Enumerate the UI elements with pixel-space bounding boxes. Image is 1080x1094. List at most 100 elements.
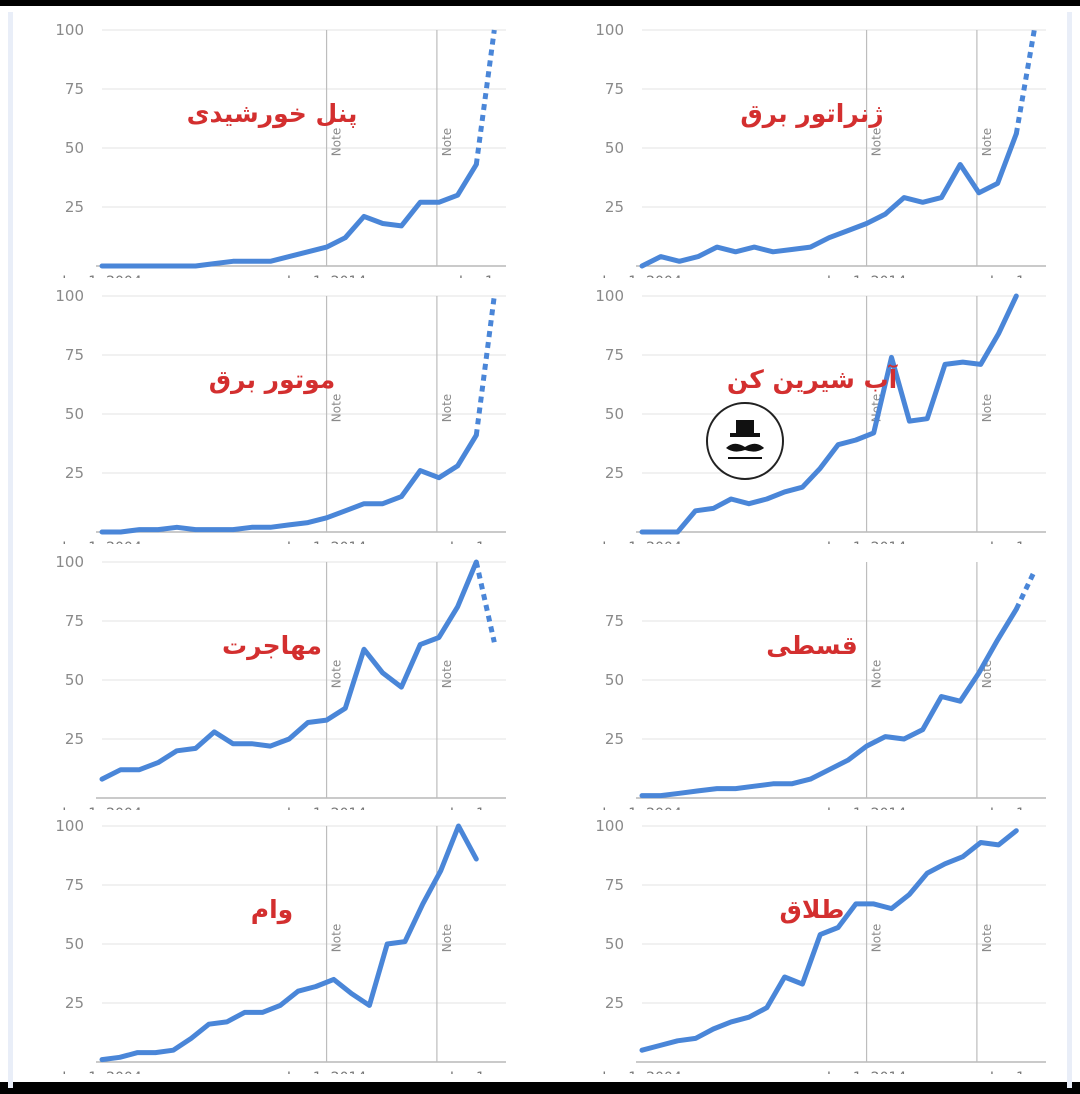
x-tick-label: Jan 1,... <box>989 274 1043 278</box>
forecast-line <box>473 295 497 436</box>
y-tick-label: 100 <box>595 287 624 305</box>
note-label: Note <box>330 394 344 422</box>
x-tick-label: Jan 1, 2014 <box>286 1070 367 1074</box>
hat-mustache-logo-icon <box>706 402 784 480</box>
x-tick-label: Jan 1, 2014 <box>826 1070 907 1074</box>
note-label: Note <box>330 660 344 688</box>
y-tick-label: 25 <box>605 994 624 1012</box>
x-tick-label: Jan 1, 2014 <box>286 274 367 278</box>
x-tick-label: Jan 1,... <box>449 806 503 810</box>
y-tick-label: 75 <box>605 80 624 98</box>
chart-panel-6: 255075NoteNoteJan 1, 2004Jan 1, 2014Jan … <box>540 546 1080 810</box>
y-tick-label: 75 <box>605 346 624 364</box>
x-tick-label: Jan 1, 2014 <box>286 806 367 810</box>
y-tick-label: 50 <box>605 139 624 157</box>
chart-svg: 25 50 75 100 Note Note Jan 1, 2004 Jan 1, 2014 J… <box>55 21 506 278</box>
chart-title: موتور برق <box>209 365 336 395</box>
note-label: Note <box>980 924 994 952</box>
y-tick-label: 25 <box>605 198 624 216</box>
y-tick-label: 75 <box>65 876 84 894</box>
chart-svg: 255075100NoteNoteJan 1, 2004Jan 1, 2014J… <box>55 287 506 544</box>
left-edge-strip <box>8 12 13 1088</box>
x-tick-label: Jan 1, 2004 <box>61 1070 142 1074</box>
x-tick-label: Jan 1, 2014 <box>826 274 907 278</box>
note-label: Note <box>440 660 454 688</box>
y-tick-label: 25 <box>65 730 84 748</box>
chart-title: آب شیرین کن <box>727 364 899 395</box>
note-label: Note <box>330 128 344 156</box>
y-tick-label: 25 <box>65 994 84 1012</box>
x-tick-label: Jan 1, 2004 <box>61 274 142 278</box>
right-edge-strip <box>1067 12 1072 1088</box>
series-line <box>99 559 479 782</box>
y-tick-label: 75 <box>65 346 84 364</box>
x-tick-label: Jan 1, 2014 <box>826 540 907 544</box>
chart-panel-4: 255075100NoteNoteJan 1, 2004Jan 1, 2014J… <box>540 280 1080 544</box>
chart-svg: 255075100NoteNoteJan 1, 2004Jan 1, 2014J… <box>595 817 1046 1074</box>
chart-svg: 25 50 75 100 Note Note Jan 1, 2004 Jan 1, 2014 J… <box>55 553 506 810</box>
chart-svg: 255075100NoteNoteJan 1, 2004Jan 1, 2014J… <box>595 287 1046 544</box>
y-tick-label: 50 <box>65 935 84 953</box>
chart-panel-8: 25 50 75 100 Note Note Jan 1, 2004 Jan 1, 2014 J… <box>540 810 1080 1074</box>
note-label: Note <box>440 394 454 422</box>
series-line <box>639 606 1019 799</box>
chart-panel-2: 25 50 75 100 Note Note Jan 1, 2004 Jan 1, 2014 J… <box>540 14 1080 278</box>
x-tick-label: Jan 1, 2004 <box>601 274 682 278</box>
series-line <box>99 823 479 1063</box>
chart-title: مهاجرت <box>222 631 322 661</box>
chart-panel-1: 25 50 75 100 Note Note Jan 1, 2004 Jan 1, 2014 J… <box>0 14 540 278</box>
y-tick-label: 100 <box>595 817 624 835</box>
y-tick-label: 75 <box>65 80 84 98</box>
chart-title: قسطی <box>766 631 857 660</box>
y-tick-label: 75 <box>605 612 624 630</box>
chart-svg: 255075NoteNoteJan 1, 2004Jan 1, 2014Jan … <box>601 562 1046 810</box>
y-tick-label: 75 <box>65 612 84 630</box>
y-tick-label: 25 <box>605 730 624 748</box>
chart-grid: 25 50 75 100 Note Note Jan 1, 2004 Jan 1, 2014 J… <box>0 6 1080 1088</box>
y-tick-label: 50 <box>605 671 624 689</box>
x-tick-label: Jan 1 <box>458 274 494 278</box>
note-label: Note <box>440 128 454 156</box>
y-tick-label: 50 <box>605 935 624 953</box>
y-tick-label: 50 <box>65 405 84 423</box>
series-line <box>99 162 479 269</box>
chart-svg: 25 50 75 100 Note Note Jan 1, 2004 Jan 1, 2014 J… <box>55 817 506 1074</box>
chart-title: پنل خورشیدی <box>187 99 358 129</box>
y-tick-label: 75 <box>605 876 624 894</box>
chart-title: ژنراتور برق <box>740 99 883 129</box>
x-tick-label: Jan 1,... <box>989 806 1043 810</box>
y-tick-label: 50 <box>605 405 624 423</box>
note-label: Note <box>870 660 884 688</box>
chart-panel-5: 25 50 75 100 Note Note Jan 1, 2004 Jan 1, 2014 J… <box>0 546 540 810</box>
note-label: Note <box>870 128 884 156</box>
note-label: Note <box>870 924 884 952</box>
x-tick-label: Jan 1,... <box>449 1070 503 1074</box>
y-tick-label: 50 <box>65 139 84 157</box>
x-tick-label: Jan 1, 2004 <box>61 540 142 544</box>
chart-panel-7: 25 50 75 100 Note Note Jan 1, 2004 Jan 1, 2014 J… <box>0 810 540 1074</box>
y-tick-label: 100 <box>55 21 84 39</box>
forecast-line <box>473 561 497 643</box>
forecast-line <box>1013 29 1037 135</box>
series-line <box>639 293 1019 535</box>
y-tick-label: 100 <box>55 287 84 305</box>
note-label: Note <box>980 128 994 156</box>
chart-title: وام <box>251 895 293 925</box>
series-line <box>99 432 479 535</box>
x-tick-label: Jan 1, 2004 <box>61 806 142 810</box>
y-tick-label: 100 <box>55 817 84 835</box>
x-tick-label: Jan 1,... <box>989 1070 1043 1074</box>
x-tick-label: Jan 1, 2014 <box>826 806 907 810</box>
y-tick-label: 25 <box>65 198 84 216</box>
chart-svg: 255075100NoteNoteJan 1, 2004Jan 1, 2014J… <box>595 21 1046 278</box>
chart-panel-3: 25 50 75 100 Note Note Jan 1, 2004 Jan 1, 2014 J… <box>0 280 540 544</box>
y-tick-label: 25 <box>65 464 84 482</box>
note-label: Note <box>440 924 454 952</box>
note-label: Note <box>330 924 344 952</box>
y-tick-label: 100 <box>55 553 84 571</box>
x-tick-label: Jan 1, 2014 <box>286 540 367 544</box>
forecast-line <box>473 29 497 165</box>
y-tick-label: 50 <box>65 671 84 689</box>
forecast-line <box>1014 570 1037 611</box>
y-tick-label: 25 <box>605 464 624 482</box>
